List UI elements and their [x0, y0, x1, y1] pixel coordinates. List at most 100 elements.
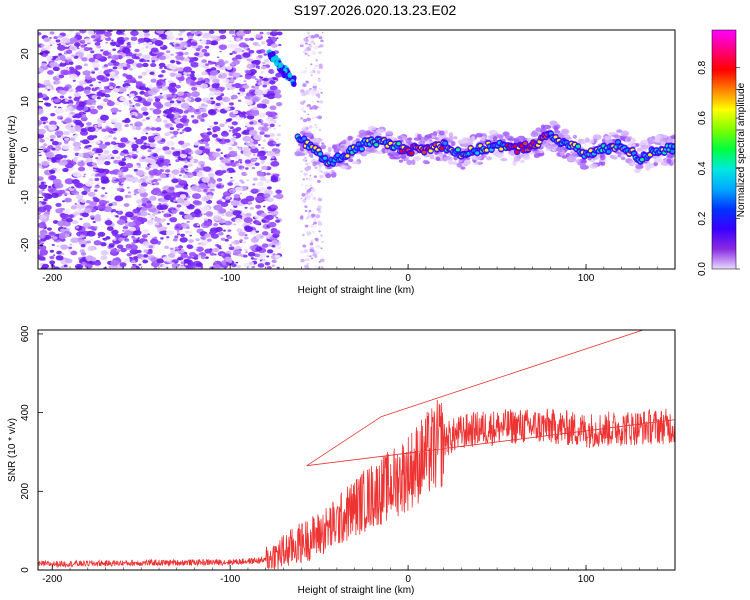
heatmap-halo-blob [413, 155, 421, 162]
heatmap-noise-blob [212, 61, 217, 65]
heatmap-noise-blob [142, 228, 150, 234]
heatmap-noise-blob [142, 59, 147, 63]
heatmap-noise-blob [268, 126, 272, 129]
heatmap-noise-blob [201, 177, 210, 183]
heatmap-noise-blob [93, 260, 102, 266]
heatmap-noise-blob [178, 174, 182, 177]
heatmap-noise-blob [89, 226, 96, 230]
heatmap-noise-blob [257, 112, 266, 118]
heatmap-noise-blob [226, 65, 233, 70]
heatmap-noise-blob [180, 169, 186, 174]
heatmap-noise-blob [129, 112, 134, 116]
heatmap-noise-blob [304, 264, 309, 269]
heatmap-noise-blob [66, 217, 73, 223]
heatmap-noise-blob [313, 221, 317, 225]
heatmap-noise-blob [269, 85, 278, 91]
heatmap-noise-blob [38, 206, 47, 213]
heatmap-noise-blob [169, 100, 175, 104]
heatmap-noise-blob [103, 149, 110, 155]
heatmap-noise-blob [180, 261, 186, 265]
heatmap-noise-blob [184, 214, 193, 220]
heatmap-noise-blob [169, 127, 175, 131]
heatmap-halo-blob [417, 133, 422, 139]
heatmap-noise-blob [126, 252, 132, 257]
heatmap-halo-blob [549, 120, 558, 126]
heatmap-noise-blob [110, 59, 117, 64]
heatmap-noise-blob [309, 175, 312, 177]
heatmap-noise-blob [277, 124, 281, 127]
heatmap-noise-blob [316, 165, 319, 168]
heatmap-noise-blob [177, 264, 181, 266]
heatmap-noise-blob [143, 157, 153, 163]
heatmap-noise-blob [154, 217, 162, 223]
heatmap-noise-blob [128, 151, 135, 156]
heatmap-noise-blob [95, 30, 102, 34]
heatmap-noise-blob [272, 229, 281, 235]
heatmap-noise-blob [50, 112, 56, 117]
heatmap-noise-blob [118, 65, 122, 68]
heatmap-noise-blob [205, 63, 210, 66]
heatmap-noise-blob [42, 143, 48, 147]
heatmap-noise-blob [181, 115, 186, 118]
heatmap-noise-blob [243, 30, 252, 35]
heatmap-noise-blob [301, 233, 305, 237]
heatmap-noise-blob [212, 78, 220, 84]
heatmap-noise-blob [263, 193, 271, 199]
heatmap-halo-blob [314, 138, 320, 143]
heatmap-noise-blob [103, 64, 108, 67]
heatmap-noise-blob [218, 231, 224, 236]
x-tick-label: 100 [578, 273, 595, 284]
heatmap-noise-blob [229, 52, 233, 56]
heatmap-noise-blob [249, 245, 257, 251]
heatmap-noise-blob [49, 231, 56, 236]
heatmap-noise-blob [64, 118, 73, 124]
heatmap-noise-blob [86, 94, 90, 97]
heatmap-noise-blob [172, 107, 175, 110]
heatmap-halo-blob [321, 144, 327, 150]
heatmap-noise-blob [314, 265, 317, 268]
heatmap-noise-blob [131, 143, 139, 149]
heatmap-noise-blob [220, 253, 225, 256]
heatmap-noise-blob [148, 245, 153, 249]
heatmap-noise-blob [266, 31, 271, 35]
heatmap-noise-blob [177, 76, 185, 82]
heatmap-noise-blob [208, 92, 215, 97]
heatmap-noise-blob [64, 108, 70, 112]
heatmap-noise-blob [260, 160, 265, 165]
heatmap-noise-blob [77, 161, 85, 167]
heatmap-noise-blob [63, 264, 68, 268]
heatmap-noise-blob [75, 226, 80, 229]
heatmap-noise-blob [225, 199, 231, 204]
heatmap-noise-blob [266, 249, 274, 254]
heatmap-noise-blob [256, 80, 259, 83]
heatmap-noise-blob [198, 62, 206, 67]
heatmap-noise-blob [166, 124, 170, 127]
heatmap-noise-blob [81, 261, 87, 266]
heatmap-noise-blob [109, 170, 115, 175]
heatmap-noise-blob [179, 194, 187, 199]
heatmap-halo-blob [522, 155, 531, 160]
heatmap-noise-blob [231, 35, 236, 38]
heatmap-noise-blob [106, 226, 114, 231]
heatmap-noise-blob [183, 165, 189, 169]
heatmap-noise-blob [318, 128, 322, 132]
heatmap-noise-blob [147, 135, 155, 141]
heatmap-noise-blob [86, 230, 96, 237]
heatmap-noise-blob [255, 246, 263, 252]
heatmap-halo-blob [617, 153, 622, 158]
heatmap-noise-blob [314, 124, 317, 126]
heatmap-noise-blob [135, 81, 143, 86]
heatmap-ridge-core [318, 152, 323, 156]
heatmap-halo-blob [620, 130, 630, 137]
heatmap-noise-blob [71, 54, 75, 57]
heatmap-noise-blob [80, 140, 84, 143]
heatmap-noise-blob [260, 212, 267, 218]
heatmap-noise-blob [185, 188, 192, 193]
heatmap-noise-blob [92, 196, 98, 200]
heatmap-noise-blob [264, 261, 271, 266]
heatmap-noise-blob [306, 263, 309, 265]
heatmap-noise-blob [96, 93, 101, 97]
heatmap-noise-blob [302, 83, 307, 88]
heatmap-noise-blob [194, 205, 198, 208]
heatmap-noise-blob [275, 219, 281, 223]
